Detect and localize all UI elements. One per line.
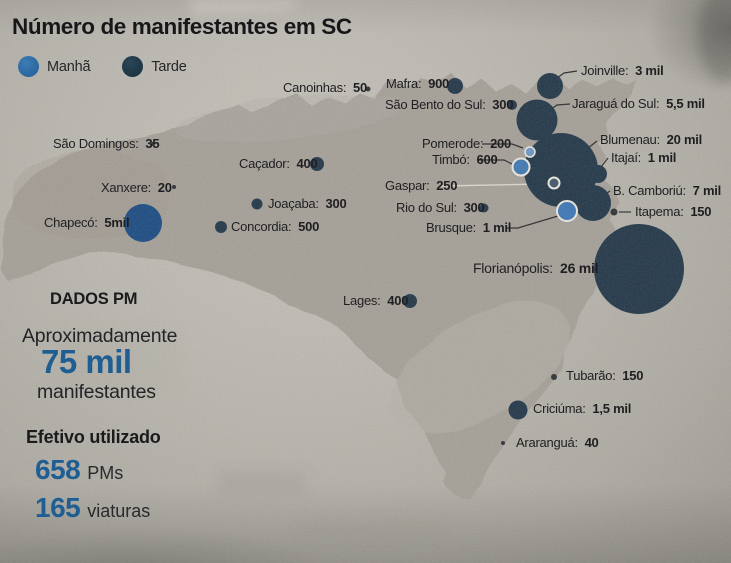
map-canvas <box>0 0 731 563</box>
newspaper-infographic: Número de manifestantes em SC Manhã Tard… <box>0 0 731 563</box>
paper-grain-overlay <box>0 0 731 563</box>
